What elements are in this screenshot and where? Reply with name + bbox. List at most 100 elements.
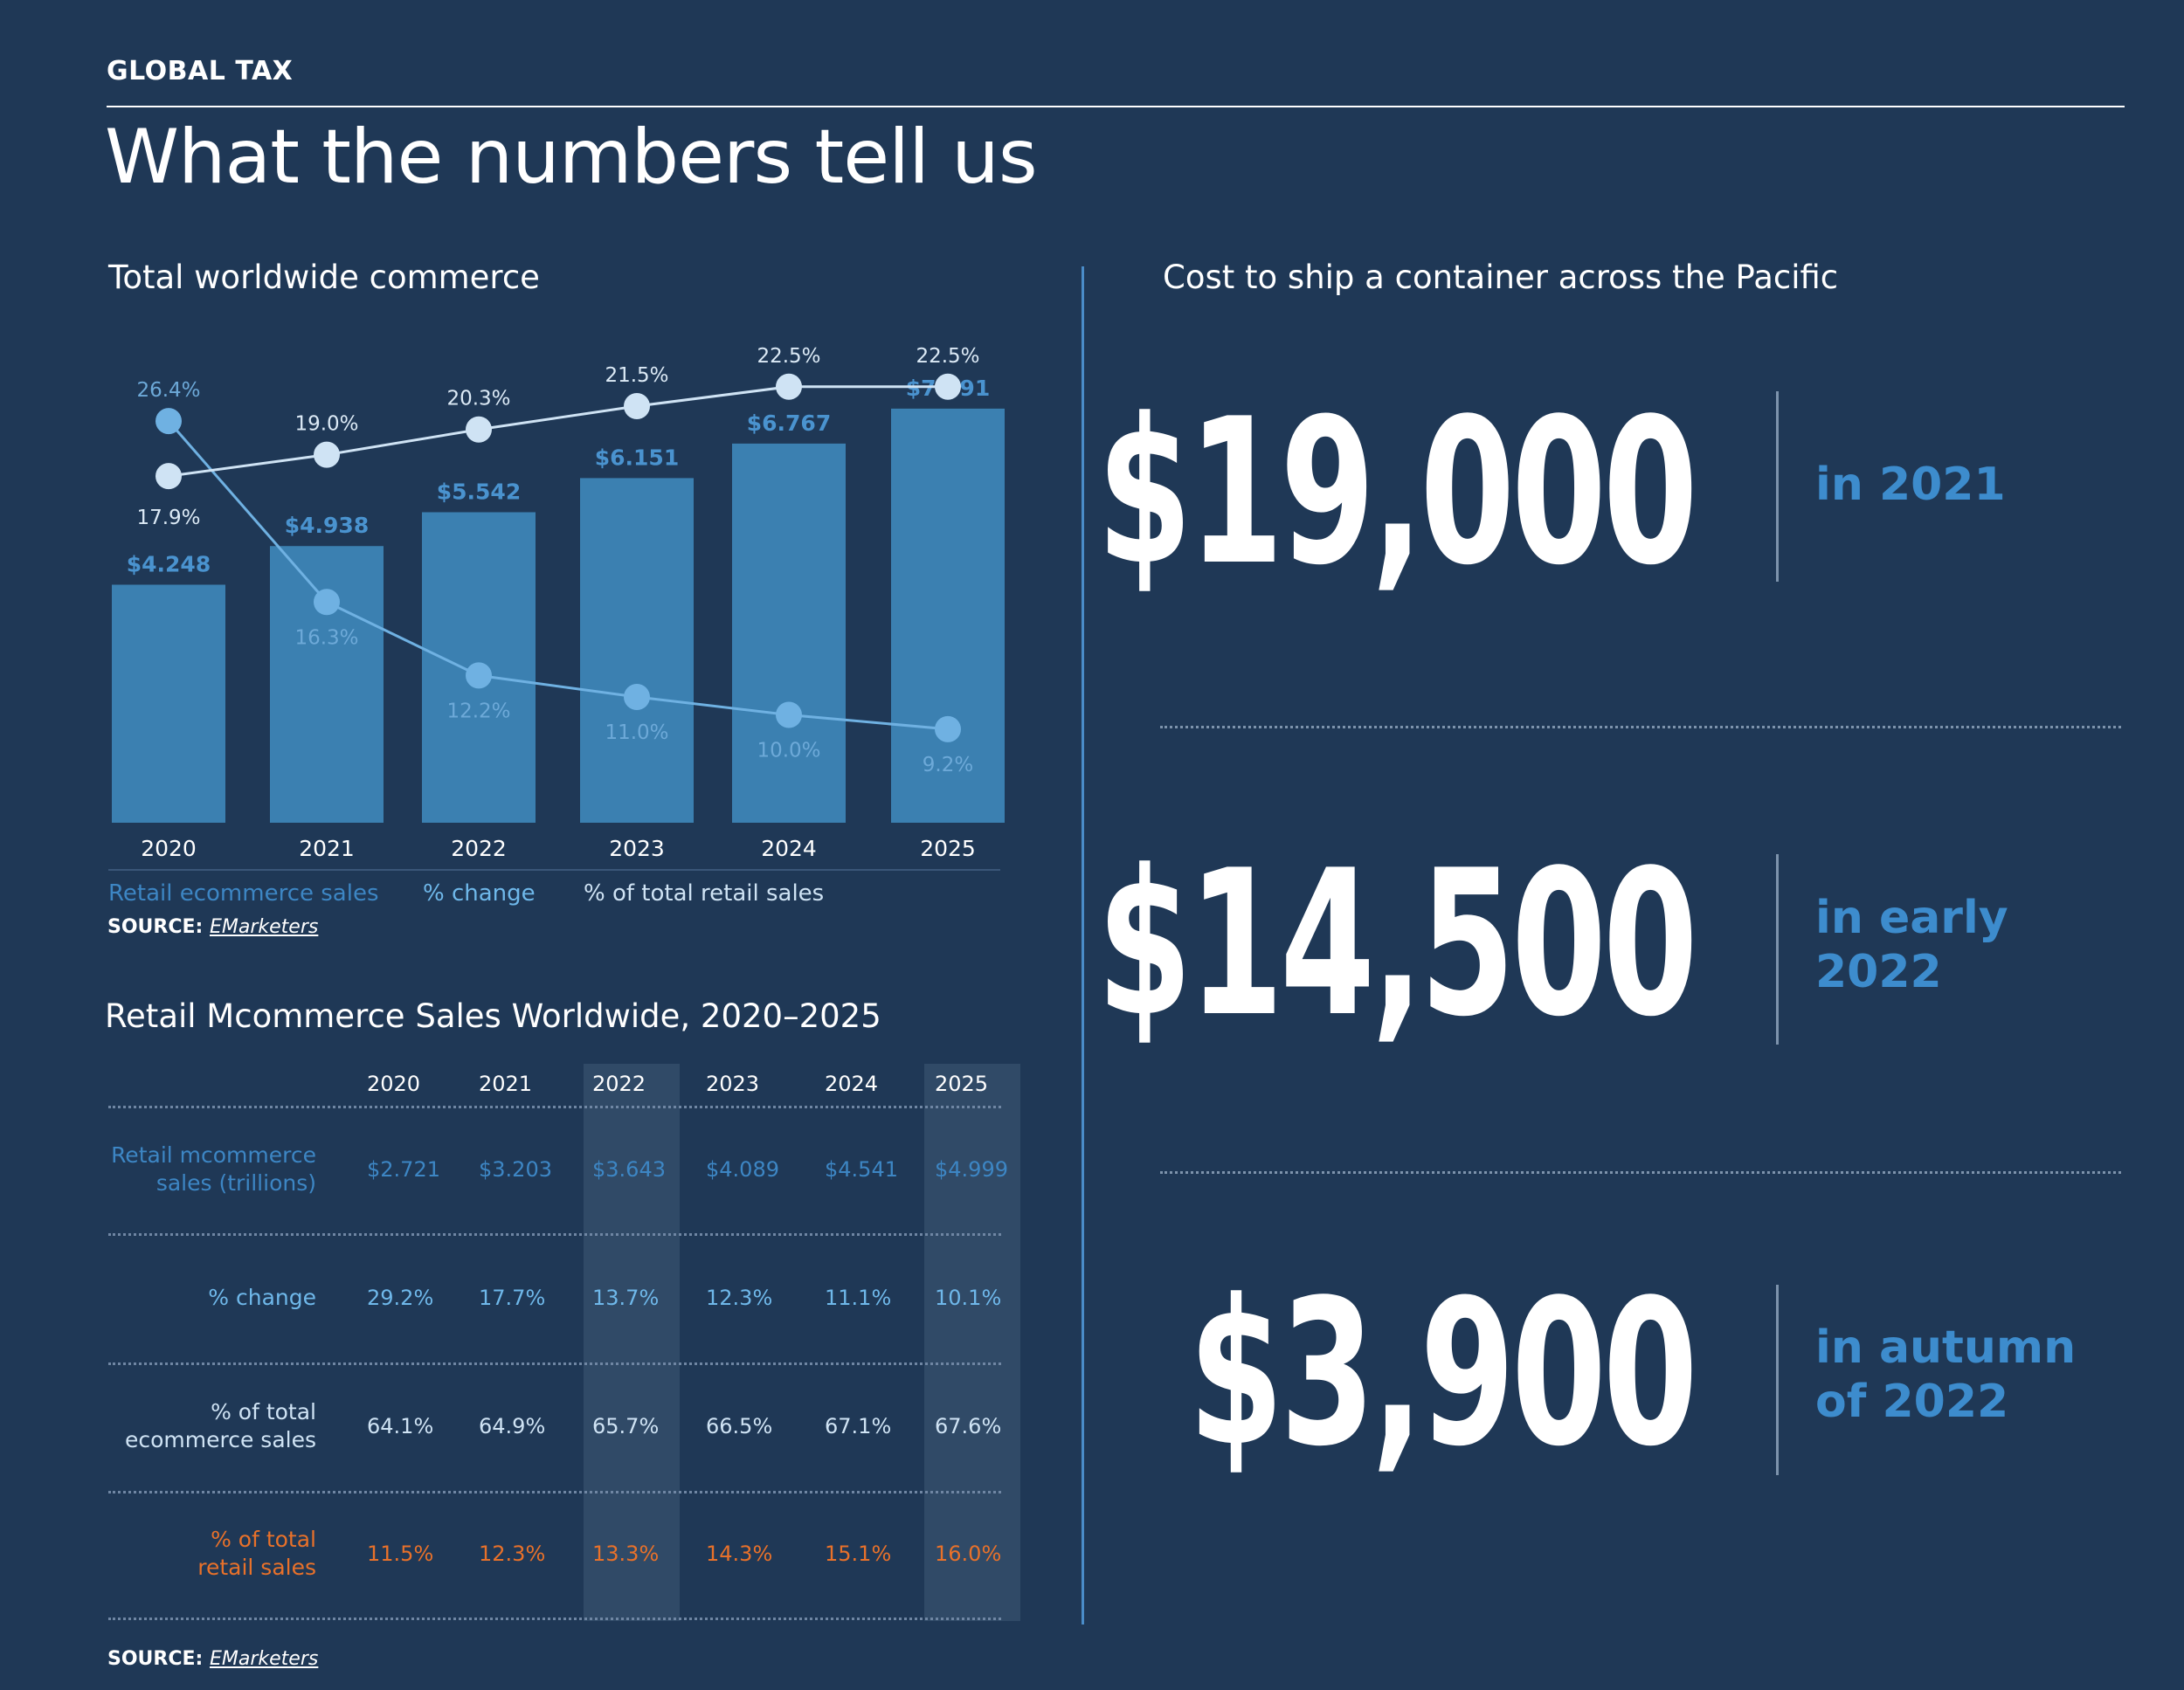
total-label: 22.5% — [757, 345, 820, 368]
legend-retail-ecommerce: Retail ecommerce sales — [108, 880, 379, 907]
series-line-percent-total — [168, 385, 948, 478]
shipping-when-early-2022: in early 2022 — [1815, 891, 2008, 999]
legend-percent-total-retail: % of total retail sales — [584, 880, 825, 907]
total-point — [624, 393, 650, 420]
change-point — [466, 662, 492, 689]
when-line: of 2022 — [1815, 1376, 2009, 1428]
row-label-line: sales (trillions) — [156, 1170, 316, 1196]
mcommerce-table-title: Retail Mcommerce Sales Worldwide, 2020–2… — [105, 997, 881, 1035]
table-cell: 65.7% — [592, 1414, 660, 1438]
total-label: 22.5% — [916, 345, 979, 368]
row-label-line: % of total — [211, 1527, 316, 1552]
change-point — [935, 715, 961, 742]
table-cell: 29.2% — [367, 1286, 434, 1310]
table-row-label: Retail mcommerce sales (trillions) — [105, 1142, 316, 1197]
shipping-price-autumn-2022: $3,900 — [1188, 1258, 1698, 1491]
change-label: 26.4% — [136, 379, 200, 402]
table-cell: $3.643 — [592, 1157, 666, 1182]
table-year-header: 2020 — [367, 1072, 421, 1096]
total-label: 19.0% — [294, 413, 358, 436]
table-year-header: 2025 — [935, 1072, 989, 1096]
price-divider — [1776, 1285, 1779, 1475]
row-label-line: ecommerce sales — [124, 1427, 316, 1452]
bar-value-label: $4.938 — [285, 513, 369, 538]
table-row-label: % of total ecommerce sales — [105, 1398, 316, 1454]
page-title: What the numbers tell us — [105, 114, 1038, 201]
table-cell: 14.3% — [706, 1542, 773, 1566]
when-line: 2022 — [1815, 946, 1942, 998]
series-line-percent-change — [167, 420, 949, 731]
total-label: 21.5% — [605, 364, 668, 387]
change-label: 16.3% — [294, 626, 358, 649]
change-label: 11.0% — [605, 721, 668, 744]
table-cell: 66.5% — [706, 1414, 773, 1438]
shipping-price-2021: $19,000 — [1097, 376, 1698, 610]
table-row-separator — [108, 1618, 1001, 1620]
bar-2023 — [580, 478, 694, 823]
table-year-header: 2024 — [825, 1072, 879, 1096]
table-row-separator — [108, 1491, 1001, 1493]
chart-source-link[interactable]: EMarketers — [210, 916, 319, 938]
shipping-price-early-2022: $14,500 — [1097, 828, 1698, 1061]
table-source: SOURCE: EMarketers — [107, 1648, 318, 1670]
table-cell: 17.7% — [479, 1286, 546, 1310]
when-line: in 2021 — [1815, 459, 2006, 511]
table-cell: $3.203 — [479, 1157, 552, 1182]
header-rule — [107, 106, 2125, 107]
shipping-separator — [1160, 726, 2121, 728]
x-tick-label: 2025 — [920, 836, 976, 861]
x-tick-label: 2021 — [299, 836, 355, 861]
table-cell: 15.1% — [825, 1542, 892, 1566]
x-tick-label: 2024 — [761, 836, 817, 861]
bar-value-label: $6.151 — [595, 445, 679, 470]
shipping-separator — [1160, 1171, 2121, 1174]
chart-source: SOURCE: EMarketers — [107, 916, 318, 938]
when-line: in early — [1815, 892, 2008, 944]
legend-percent-change: % change — [423, 880, 536, 907]
x-tick-label: 2022 — [451, 836, 507, 861]
total-point — [314, 441, 340, 468]
x-tick-label: 2023 — [609, 836, 665, 861]
table-cell: 67.6% — [935, 1414, 1002, 1438]
table-cell: $4.999 — [935, 1157, 1008, 1182]
table-cell: 64.9% — [479, 1414, 546, 1438]
table-cell: 67.1% — [825, 1414, 892, 1438]
x-tick-label: 2020 — [141, 836, 197, 861]
row-label-line: Retail mcommerce — [111, 1142, 316, 1168]
table-cell: $4.089 — [706, 1157, 779, 1182]
bar-value-label: $5.542 — [437, 479, 521, 504]
bar-value-label: $6.767 — [747, 410, 831, 436]
table-cell: 10.1% — [935, 1286, 1002, 1310]
highlight-column-2022 — [584, 1064, 680, 1621]
table-row-separator — [108, 1106, 1001, 1108]
change-point — [314, 589, 340, 616]
total-label: 17.9% — [136, 507, 200, 529]
when-line: in autumn — [1815, 1321, 2077, 1374]
total-point — [466, 416, 492, 443]
table-row-label: % of total retail sales — [105, 1526, 316, 1582]
column-divider — [1082, 266, 1084, 1624]
total-point — [935, 373, 961, 400]
table-year-header: 2022 — [592, 1072, 646, 1096]
table-source-link[interactable]: EMarketers — [210, 1648, 319, 1670]
table-year-header: 2021 — [479, 1072, 533, 1096]
table-cell: 12.3% — [706, 1286, 773, 1310]
table-cell: $4.541 — [825, 1157, 898, 1182]
table-row-label: % change — [105, 1284, 316, 1312]
total-label: 20.3% — [446, 388, 510, 410]
table-source-label: SOURCE: — [107, 1648, 204, 1670]
change-label: 10.0% — [757, 740, 820, 762]
bar-2024 — [732, 443, 846, 823]
table-cell: 64.1% — [367, 1414, 434, 1438]
table-cell: 13.3% — [592, 1542, 660, 1566]
table-cell: $2.721 — [367, 1157, 440, 1182]
bar-2020 — [112, 584, 225, 823]
price-divider — [1776, 854, 1779, 1045]
bar-value-label: $4.248 — [127, 551, 211, 576]
total-point — [156, 463, 182, 490]
shipping-title: Cost to ship a container across the Paci… — [1163, 259, 1839, 296]
row-label-line: % change — [208, 1285, 316, 1310]
change-label: 12.2% — [446, 700, 510, 722]
commerce-chart: $4.248$4.938$5.542$6.151$6.767$7.39126.4… — [108, 345, 1005, 871]
table-year-header: 2023 — [706, 1072, 760, 1096]
